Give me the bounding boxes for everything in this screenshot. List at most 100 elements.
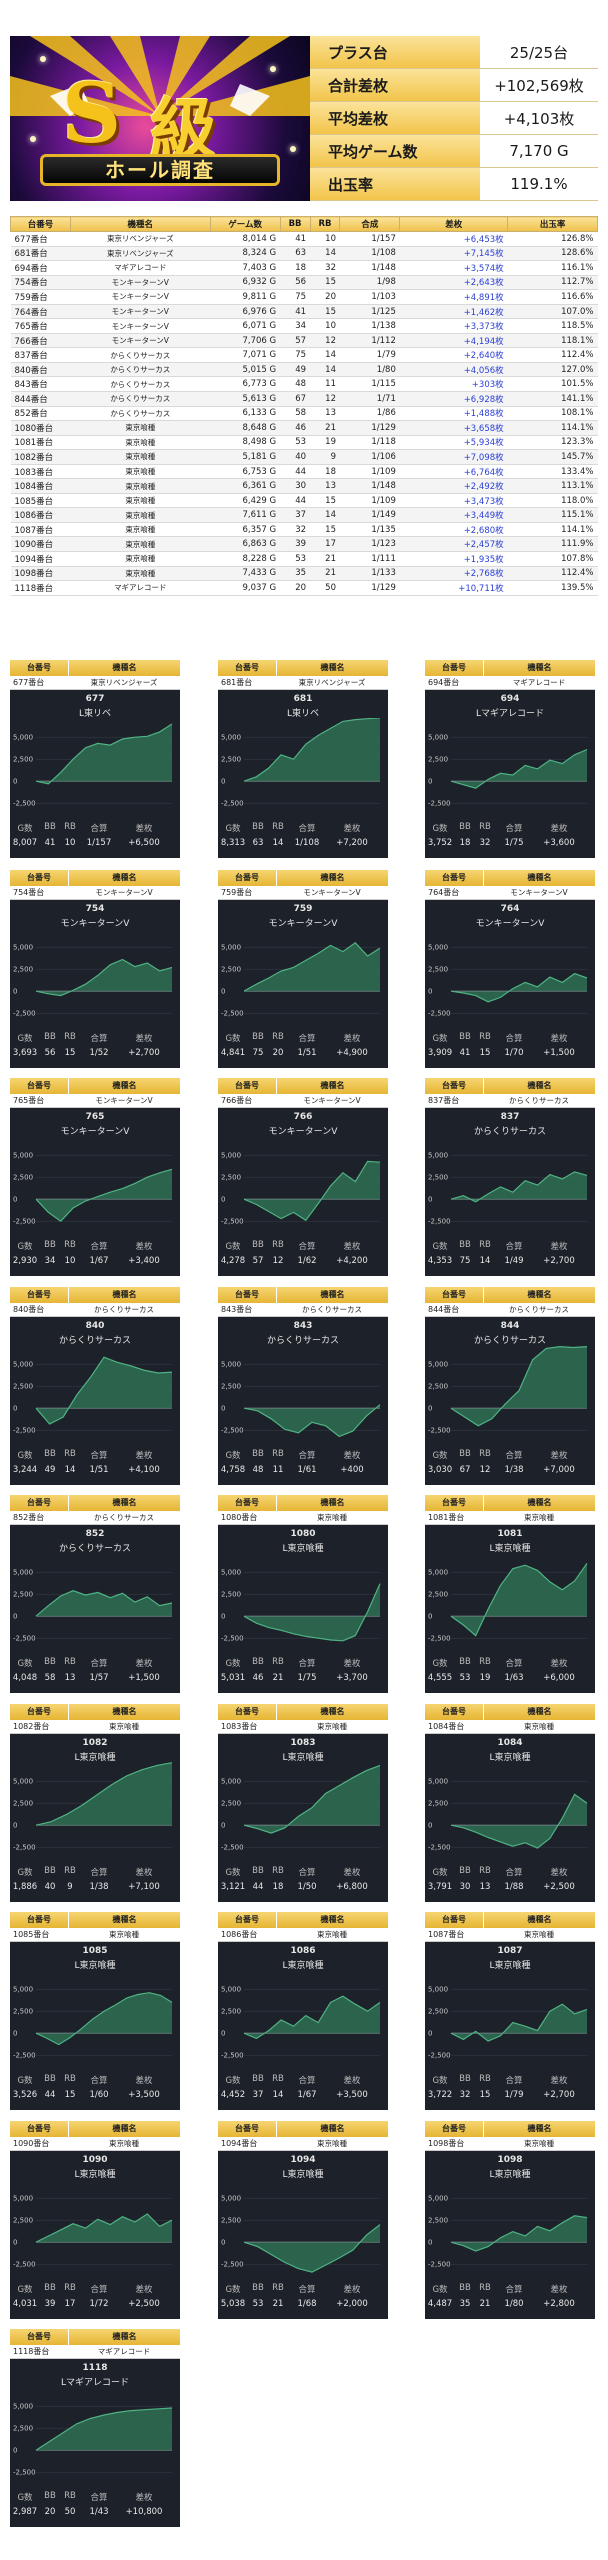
stat-label: RB — [272, 1866, 284, 1876]
axis-tick-label: -2,500 — [221, 1010, 244, 1018]
stat-label: 差枚 — [135, 824, 153, 834]
card-header-machine: 機種名 — [68, 2121, 180, 2137]
card-machine-name: モンキーターンV — [510, 888, 568, 897]
table-cell: +3,658枚 — [399, 420, 508, 436]
stat-label: BB — [252, 2283, 264, 2293]
stat-diff: +4,200 — [336, 1256, 368, 1266]
slump-line — [35, 1762, 173, 1826]
table-cell: 1/109 — [339, 493, 400, 509]
stats-labels: G数 BB RB 合算 差枚 — [10, 1240, 180, 1252]
stat-total: 1/67 — [297, 2090, 317, 2100]
stat-label: 合算 — [90, 1659, 108, 1669]
card-header: 台番号 機種名 — [425, 660, 595, 676]
card-header-number: 台番号 — [425, 1078, 483, 1094]
axis-tick-label: 5,000 — [221, 734, 241, 742]
table-cell: 1086番台 — [10, 507, 71, 523]
stat-label: 合算 — [90, 1242, 108, 1252]
stat-games: 4,452 — [220, 2090, 246, 2100]
card-header-machine: 機種名 — [68, 870, 180, 886]
slump-line — [243, 1160, 381, 1222]
axis-tick-label: 2,500 — [13, 1174, 33, 1182]
table-row: 1081番台 東京喰種 8,498 G 53 19 1/118 +5,934枚 123.3% — [10, 435, 598, 451]
axis-tick-label: -2,500 — [221, 1218, 244, 1226]
stat-label: RB — [64, 1657, 76, 1667]
card-header-number: 台番号 — [218, 1704, 276, 1720]
card-machine-id: 837番台 — [428, 1096, 460, 1105]
table-cell: 17 — [310, 536, 340, 553]
slump-line — [35, 1168, 173, 1222]
slump-graph: 5,000 2,500 0 -2,500 — [428, 944, 588, 1018]
stats-labels: G数 BB RB 合算 差枚 — [425, 2283, 595, 2295]
stat-diff: +7,000 — [543, 1465, 575, 1475]
table-row: 1085番台 東京喰種 6,429 G 44 15 1/109 +3,473枚 118.0% — [10, 493, 598, 509]
column-header: BB — [279, 216, 311, 232]
stat-diff: +3,500 — [336, 2090, 368, 2100]
slump-area — [244, 718, 380, 782]
stat-diff: +3,500 — [128, 2090, 160, 2100]
table-cell: 49 — [280, 362, 311, 378]
machine-card: 台番号 機種名 1080番台 東京喰種 1080 L東京喰種 G数 BB RB 合算 差枚 5,031… — [218, 1495, 388, 1693]
slump-area — [451, 973, 587, 1002]
stat-rb: 14 — [272, 838, 284, 848]
machine-card: 台番号 機種名 1082番台 東京喰種 1082 L東京喰種 G数 BB RB 合算 差枚 1,886… — [10, 1704, 180, 1902]
card-chart-panel: 1086 L東京喰種 G数 BB RB 合算 差枚 4,452 37 14 1/67 +3,500 5,… — [218, 1942, 388, 2110]
slump-line — [450, 2215, 588, 2252]
summary-label: プラス台 — [310, 36, 480, 68]
table-cell: 44 — [280, 493, 311, 509]
axis-tick-label: 0 — [13, 1822, 17, 1830]
stats-labels: G数 BB RB 合算 差枚 — [425, 1449, 595, 1461]
card-machine-name: からくりサーカス — [302, 1305, 362, 1314]
axis-tick-label: 0 — [13, 1405, 17, 1413]
table-cell: 15 — [310, 522, 340, 538]
table-cell: +4,194枚 — [399, 333, 508, 349]
table-cell: 127.0% — [507, 362, 598, 378]
card-machine-id: 844番台 — [428, 1305, 460, 1314]
card-header-machine: 機種名 — [483, 1495, 595, 1511]
chart-number: 765 — [85, 1112, 105, 1122]
axis-tick-label: 5,000 — [221, 944, 241, 952]
slump-area — [244, 942, 380, 992]
stats-labels: G数 BB RB 合算 差枚 — [425, 1866, 595, 1878]
stat-games: 4,048 — [12, 1673, 38, 1683]
table-cell: +2,640枚 — [399, 347, 508, 363]
machine-card: 台番号 機種名 1090番台 東京喰種 1090 L東京喰種 G数 BB RB 合算 差枚 4,031… — [10, 2121, 180, 2319]
table-cell: 118.5% — [507, 318, 598, 334]
card-machine-name: からくりサーカス — [94, 1513, 154, 1522]
card-subheader: 765番台 モンキーターンV — [10, 1094, 180, 1108]
table-cell: 20 — [310, 289, 340, 305]
slump-line — [35, 723, 173, 785]
stat-label: 合算 — [298, 1242, 316, 1252]
table-cell: +2,457枚 — [399, 536, 508, 553]
card-subheader: 1085番台 東京喰種 — [10, 1928, 180, 1942]
table-cell: 57 — [280, 333, 311, 349]
card-machine-id: 852番台 — [13, 1513, 45, 1522]
card-header-number: 台番号 — [218, 2121, 276, 2137]
table-cell: 1/79 — [339, 347, 400, 363]
card-header: 台番号 機種名 — [425, 1495, 595, 1511]
slump-graph: 5,000 2,500 0 -2,500 — [13, 2195, 173, 2269]
card-machine-name: 東京喰種 — [524, 1513, 554, 1522]
slump-line — [450, 1171, 588, 1203]
card-machine-id: 765番台 — [13, 1096, 45, 1105]
slump-line — [450, 1563, 588, 1637]
stat-total: 1/49 — [504, 1256, 524, 1266]
axis-tick-label: 0 — [221, 1196, 225, 1204]
table-cell: 112.7% — [507, 275, 598, 291]
table-cell: 8,648 G — [210, 420, 281, 436]
table-row: 1083番台 東京喰種 6,753 G 44 18 1/109 +6,764枚 133.4% — [10, 464, 598, 480]
axis-tick-label: 0 — [221, 2239, 225, 2247]
axis-tick-label: -2,500 — [428, 1635, 451, 1643]
table-cell: 12 — [310, 333, 340, 349]
stat-label: G数 — [225, 1034, 241, 1044]
card-subheader: 1118番台 マギアレコード — [10, 2345, 180, 2359]
chart-number: 1081 — [497, 1529, 523, 1539]
stat-label: RB — [272, 1032, 284, 1042]
stat-rb: 10 — [64, 838, 76, 848]
table-cell: +3,574枚 — [399, 260, 508, 276]
axis-tick-label: 0 — [221, 988, 225, 996]
table-cell: +4,056枚 — [399, 362, 508, 378]
summary-row: 合計差枚 +102,569枚 — [310, 69, 598, 102]
stat-total: 1/38 — [89, 1882, 109, 1892]
chart-number: 1083 — [290, 1738, 316, 1748]
card-machine-id: 840番台 — [13, 1305, 45, 1314]
